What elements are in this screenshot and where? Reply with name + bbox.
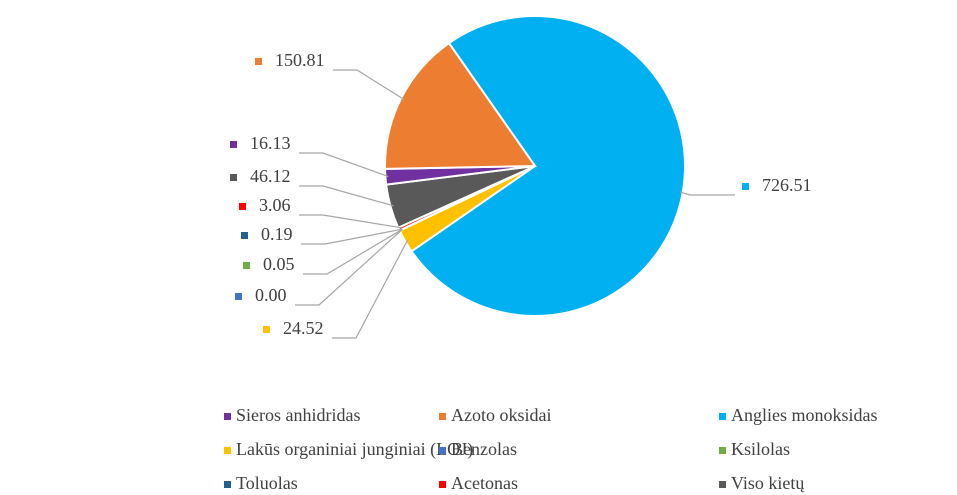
legend-key xyxy=(719,413,726,420)
legend-label: Benzolas xyxy=(451,439,517,459)
data-label: 0.05 xyxy=(263,254,295,274)
label-key xyxy=(742,183,749,190)
legend-key xyxy=(719,481,726,488)
legend-key xyxy=(439,413,446,420)
legend-label: Sieros anhidridas xyxy=(236,405,360,425)
legend-label: Lakūs organiniai junginiai (LOJ) xyxy=(236,439,473,460)
leader-line xyxy=(301,228,403,245)
legend-label: Anglies monoksidas xyxy=(731,405,878,425)
legend-key xyxy=(224,481,231,488)
data-label: 0.00 xyxy=(255,285,287,305)
data-label: 24.52 xyxy=(283,318,324,338)
legend-label: Viso kietų xyxy=(731,473,805,493)
label-key xyxy=(255,58,262,65)
label-key xyxy=(230,174,237,181)
label-key xyxy=(235,293,242,300)
data-label: 16.13 xyxy=(250,133,291,153)
leader-line xyxy=(332,239,409,339)
data-label: 46.12 xyxy=(250,166,291,186)
leader-line xyxy=(295,228,403,306)
label-key xyxy=(239,203,246,210)
data-label: 726.51 xyxy=(762,175,812,195)
legend-label: Azoto oksidai xyxy=(451,405,552,425)
leader-line xyxy=(299,214,402,229)
leader-line xyxy=(299,185,394,207)
data-label: 3.06 xyxy=(259,195,291,215)
label-key xyxy=(243,262,250,269)
legend-label: Ksilolas xyxy=(731,439,790,459)
legend-key xyxy=(719,447,726,454)
legend-key xyxy=(224,413,231,420)
label-key xyxy=(230,141,237,148)
leader-line xyxy=(303,228,403,275)
data-label: 0.19 xyxy=(261,224,293,244)
leader-line xyxy=(679,191,735,196)
label-key xyxy=(241,232,248,239)
leader-line xyxy=(333,69,405,100)
data-label: 150.81 xyxy=(275,50,325,70)
legend-key xyxy=(439,447,446,454)
legend-key xyxy=(439,481,446,488)
leader-line xyxy=(299,152,389,178)
legend-label: Toluolas xyxy=(236,473,298,493)
legend-key xyxy=(224,447,231,454)
label-key xyxy=(263,326,270,333)
legend-label: Acetonas xyxy=(451,473,518,493)
